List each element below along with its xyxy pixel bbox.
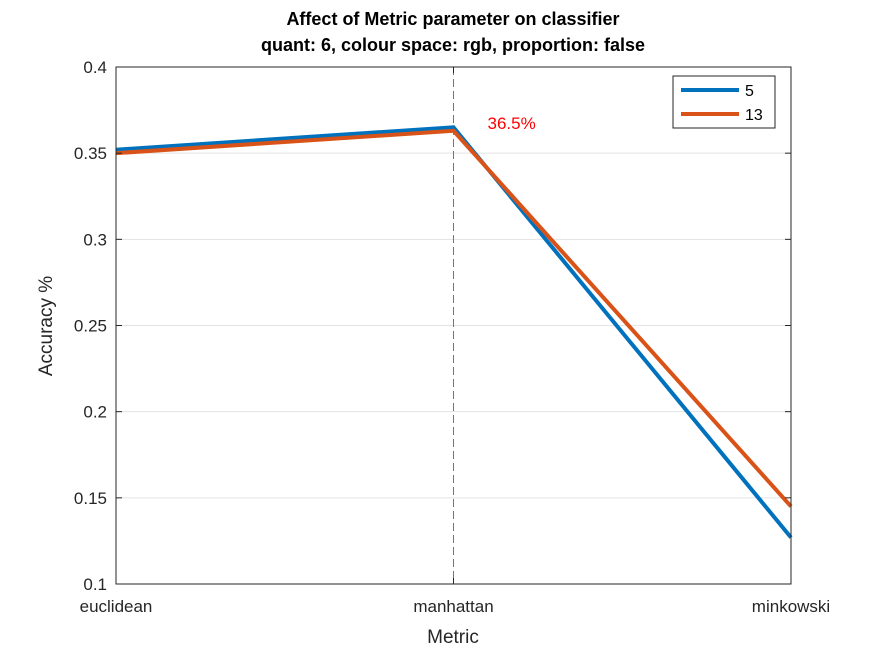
x-tick-label: manhattan	[413, 597, 493, 616]
y-tick-label: 0.25	[74, 317, 107, 336]
legend-box	[672, 75, 776, 129]
x-axis-ticks: euclidean manhattan minkowski	[80, 67, 830, 616]
annotation-label: 36.5%	[488, 114, 536, 133]
series-group	[115, 125, 793, 539]
y-axis-ticks: 0.1 0.15 0.2 0.25 0.3 0.35 0.4	[74, 58, 791, 594]
series-line-13	[115, 128, 793, 508]
series-line-5	[115, 125, 793, 539]
x-tick-label: euclidean	[80, 597, 153, 616]
y-tick-label: 0.3	[83, 230, 107, 249]
chart-title: Affect of Metric parameter on classifier	[286, 9, 619, 29]
y-axis-label: Accuracy %	[36, 276, 57, 376]
y-tick-label: 0.2	[83, 403, 107, 422]
y-tick-label: 0.1	[83, 575, 107, 594]
x-tick-label: minkowski	[752, 597, 830, 616]
y-tick-label: 0.35	[74, 144, 107, 163]
y-tick-label: 0.4	[83, 58, 107, 77]
annotation-group: 36.5%	[488, 114, 536, 133]
legend-label: 5	[745, 83, 754, 100]
legend-label: 13	[745, 107, 763, 124]
legend: 513	[672, 75, 776, 129]
y-tick-label: 0.15	[74, 489, 107, 508]
chart-subtitle: quant: 6, colour space: rgb, proportion:…	[261, 35, 645, 55]
x-axis-label: Metric	[427, 627, 479, 648]
